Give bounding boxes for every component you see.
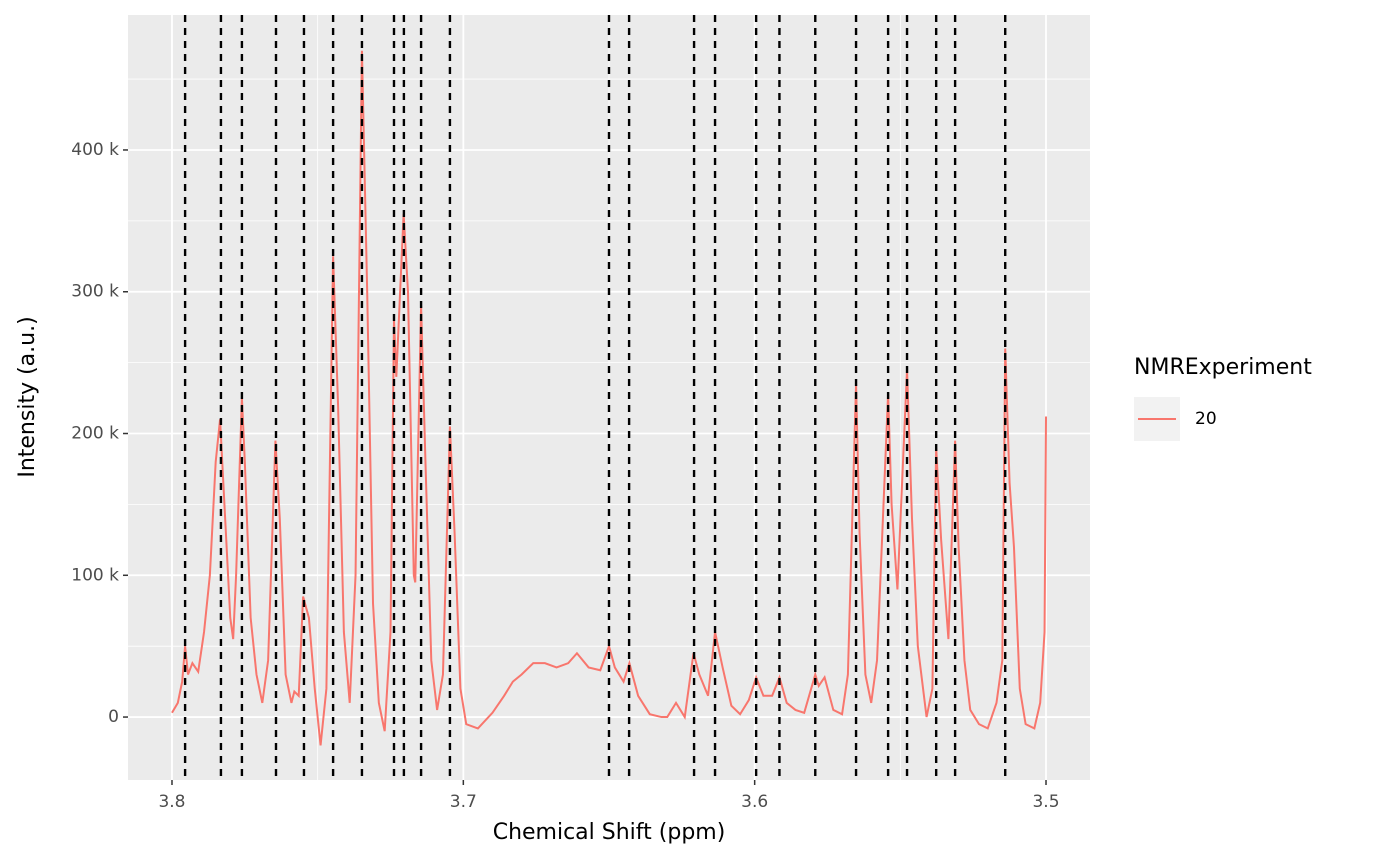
y-tick-label: 400 k	[71, 140, 119, 160]
x-tick-label: 3.5	[1032, 792, 1059, 812]
legend-title: NMRExperiment	[1134, 355, 1312, 380]
x-tick-label: 3.6	[741, 792, 768, 812]
x-tick-label: 3.8	[158, 792, 185, 812]
legend-label: 20	[1195, 409, 1217, 429]
y-tick-label: 200 k	[71, 424, 119, 444]
spectrum-line	[171, 50, 1048, 746]
y-tick-label: 100 k	[71, 565, 119, 585]
y-tick-label: 300 k	[71, 282, 119, 302]
x-tick-label: 3.7	[450, 792, 477, 812]
y-tick-label: 0	[108, 707, 119, 727]
y-axis-title: Intensity (a.u.)	[15, 316, 40, 477]
x-axis-title: Chemical Shift (ppm)	[493, 820, 726, 845]
